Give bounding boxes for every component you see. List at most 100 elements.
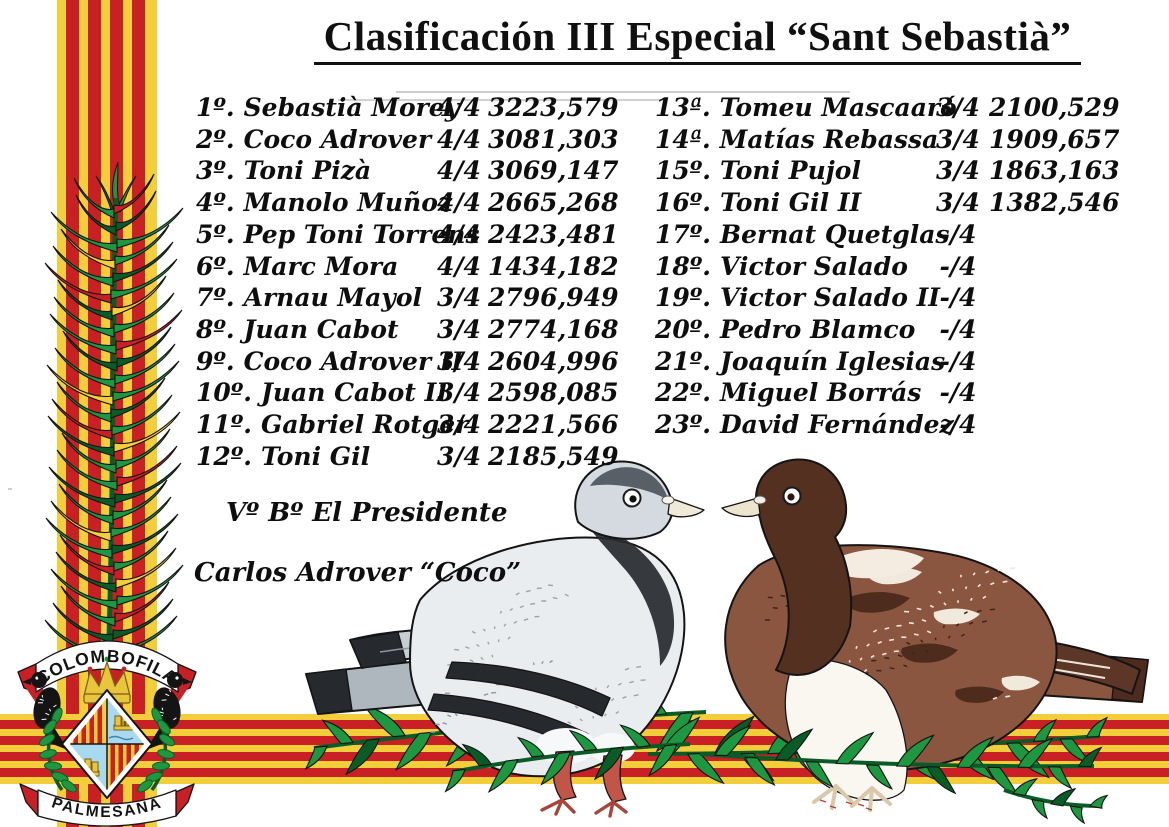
texture-stroke	[525, 589, 531, 593]
texture-stroke	[920, 639, 924, 643]
texture-stroke	[913, 633, 919, 636]
frond-blade	[47, 415, 115, 457]
ranking-name: Toni Pujol	[720, 156, 861, 186]
palm-fronds-front	[444, 724, 1109, 825]
frond-blade	[50, 211, 118, 253]
ranking-name-cell: 14ª. Matías Rebassa	[655, 124, 938, 156]
ranking-name-cell: 16º. Toni Gil II	[655, 187, 927, 219]
ranking-row: 9º. Coco Adrover II 3/4 2604,996	[196, 346, 618, 378]
texture-stroke	[507, 636, 511, 640]
texture-stroke	[564, 593, 569, 597]
texture-stroke	[471, 630, 476, 634]
president-name: Carlos Adrover “Coco”	[194, 558, 522, 588]
ranking-name-cell: 12º. Toni Gil	[196, 441, 430, 473]
texture-stroke	[447, 714, 452, 718]
texture-stroke	[465, 646, 470, 650]
ranking-name-cell: 10º. Juan Cabot II	[196, 377, 448, 409]
texture-stroke	[855, 645, 858, 649]
texture-stroke	[519, 605, 525, 609]
ranking-name-cell: 22º. Miguel Borrás	[655, 377, 927, 409]
palm-sprig-bottom-right-blade	[1069, 805, 1086, 825]
ranking-rank: 17º.	[655, 219, 711, 249]
crown-gem	[104, 656, 110, 662]
palm-front-left-blade	[648, 743, 678, 777]
palm-front-left-blade	[461, 743, 493, 767]
texture-stroke	[499, 610, 503, 614]
ranking-points: 1382,546	[989, 188, 1120, 218]
texture-stroke	[168, 689, 172, 693]
brown-foot	[850, 786, 892, 812]
ranking-name-cell: 18º. Victor Salado	[655, 251, 927, 283]
frond-blade	[48, 466, 116, 508]
ranking-name-cell: 9º. Coco Adrover II	[196, 346, 463, 378]
texture-stroke	[866, 643, 870, 647]
texture-stroke	[165, 693, 170, 697]
ranking-rank: 11º.	[196, 410, 252, 440]
texture-stroke	[937, 590, 942, 595]
ranking-flights: 3/4	[437, 410, 481, 440]
frond-blade	[75, 194, 117, 236]
ranking-flights: 3/4	[437, 441, 481, 471]
ranking-rank: 12º.	[196, 441, 252, 471]
texture-stroke	[549, 659, 553, 664]
ranking-points: 1909,657	[989, 124, 1120, 154]
ranking-points	[989, 409, 1095, 441]
ranking-points	[989, 314, 1095, 346]
ranking-points: 2598,085	[488, 378, 619, 408]
frond-blade	[114, 343, 176, 385]
brown-beak	[721, 497, 761, 518]
ranking-row: 17º. Bernat Quetglas -/4	[655, 219, 1095, 251]
brown-foot	[812, 784, 856, 810]
texture-stroke	[870, 654, 875, 659]
crest-crown	[83, 660, 131, 697]
texture-stroke	[45, 712, 50, 716]
texture-stroke	[889, 667, 895, 670]
frond-blade	[116, 207, 184, 249]
palm-sprig-bottom-right-blade	[1012, 777, 1039, 797]
pigeon-grey-illustration	[305, 460, 705, 818]
senyera-vertical-stripe	[66, 0, 79, 827]
ranking-flights: 4/4	[437, 251, 481, 281]
laurel-leaf	[137, 779, 153, 793]
palm-sprig-bottom-right-blade	[1031, 798, 1049, 820]
texture-stroke	[552, 596, 558, 600]
palm-front-right-blade	[744, 756, 776, 787]
texture-stroke	[487, 641, 490, 645]
palm-front-right-blade	[926, 766, 957, 795]
texture-stroke	[503, 623, 507, 627]
palm-front-right-blade	[1047, 766, 1073, 790]
texture-stroke	[615, 711, 620, 715]
dove-head	[31, 672, 47, 688]
ranking-rank: 21º.	[655, 346, 711, 376]
palm-front-left-blade	[619, 724, 651, 748]
senyera-vertical-stripe	[132, 0, 145, 827]
ranking-rank: 13ª.	[655, 93, 711, 122]
texture-stroke	[497, 639, 500, 643]
ranking-flights: 4/4	[437, 124, 481, 154]
texture-stroke	[1005, 695, 1011, 698]
grey-foot	[540, 798, 576, 816]
ranking-row: 2º. Coco Adrover 4/4 3081,303	[196, 124, 618, 156]
ranking-flights: 4/4	[437, 219, 481, 249]
palm-front-left-blade	[568, 729, 598, 752]
texture-stroke	[772, 606, 778, 609]
texture-stroke	[997, 568, 1003, 572]
texture-stroke	[926, 630, 932, 634]
frond-blade	[113, 411, 181, 453]
ranking-points: 2796,949	[488, 283, 619, 313]
ranking-flights: -/4	[939, 378, 977, 408]
shield-stripe	[89, 698, 94, 744]
ranking-name-cell: 11º. Gabriel Rotger	[196, 409, 468, 441]
texture-stroke	[947, 635, 951, 639]
ranking-flights: 4/4	[437, 93, 481, 122]
texture-stroke	[982, 595, 987, 599]
ranking-name: Joaquín Iglesias	[720, 346, 946, 376]
ranking-rank: 16º.	[655, 188, 711, 218]
ranking-name: Coco Adrover	[243, 124, 432, 154]
frond-blade	[46, 364, 114, 406]
texture-stroke	[434, 723, 440, 726]
grey-tail-tip	[305, 668, 353, 715]
ranking-row: 15º. Toni Pujol 3/4 1863,163	[655, 155, 1119, 187]
texture-stroke	[617, 682, 622, 686]
texture-stroke	[622, 695, 627, 699]
